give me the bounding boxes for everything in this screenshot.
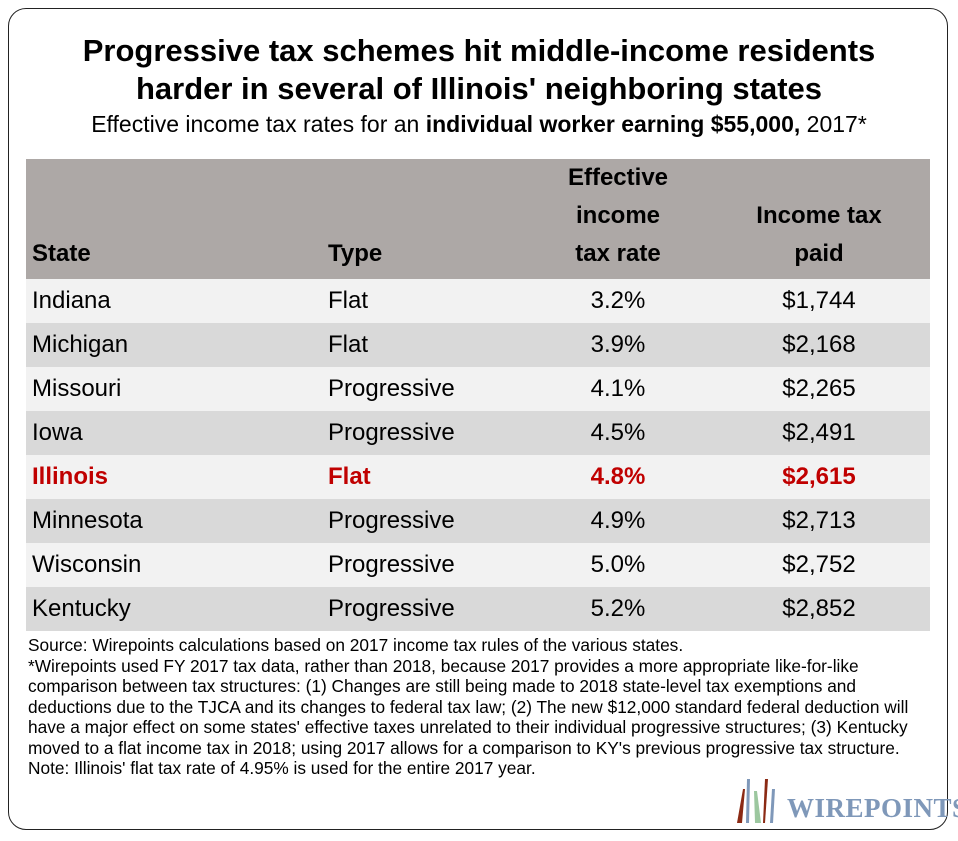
source-note: Source: Wirepoints calculations based on… <box>28 635 684 655</box>
illinois-note: Note: Illinois' flat tax rate of 4.95% i… <box>28 758 536 778</box>
header-paid-line: Income tax <box>756 202 882 229</box>
header-rate: Effective income tax rate <box>528 159 708 279</box>
header-rate-line: tax rate <box>575 240 661 267</box>
cell-paid: $2,168 <box>708 323 930 367</box>
cell-rate: 4.8% <box>528 455 708 499</box>
table-row-wisconsin: Wisconsin Progressive 5.0% $2,752 <box>26 543 930 587</box>
cell-rate: 4.1% <box>528 367 708 411</box>
cell-state: Indiana <box>26 279 328 323</box>
table-row-michigan: Michigan Flat 3.9% $2,168 <box>26 323 930 367</box>
cell-paid: $2,491 <box>708 411 930 455</box>
logo-mark-icon <box>737 779 775 823</box>
notes: Source: Wirepoints calculations based on… <box>28 635 928 779</box>
cell-state: Iowa <box>26 411 328 455</box>
cell-type: Progressive <box>328 411 528 455</box>
cell-type: Progressive <box>328 499 528 543</box>
cell-paid: $2,265 <box>708 367 930 411</box>
table-row-minnesota: Minnesota Progressive 4.9% $2,713 <box>26 499 930 543</box>
cell-type: Progressive <box>328 587 528 631</box>
table-row-missouri: Missouri Progressive 4.1% $2,265 <box>26 367 930 411</box>
header-rate-line: Effective <box>567 164 669 191</box>
subtitle-year: 2017* <box>800 111 867 137</box>
cell-rate: 3.2% <box>528 279 708 323</box>
header-rate-line: income <box>575 202 661 229</box>
header-paid-line: paid <box>794 240 844 267</box>
cell-state: Minnesota <box>26 499 328 543</box>
cell-paid: $2,852 <box>708 587 930 631</box>
cell-paid: $1,744 <box>708 279 930 323</box>
cell-type: Progressive <box>328 543 528 587</box>
table-row-iowa: Iowa Progressive 4.5% $2,491 <box>26 411 930 455</box>
cell-state: Michigan <box>26 323 328 367</box>
cell-type: Flat <box>328 323 528 367</box>
cell-type: Progressive <box>328 367 528 411</box>
cell-paid: $2,615 <box>708 455 930 499</box>
subtitle: Effective income tax rates for an indivi… <box>0 111 958 138</box>
title-line-1: Progressive tax schemes hit middle-incom… <box>82 33 876 68</box>
cell-state: Kentucky <box>26 587 328 631</box>
subtitle-bold: individual worker earning $55,000, <box>425 111 801 137</box>
title: Progressive tax schemes hit middle-incom… <box>0 32 958 108</box>
cell-type: Flat <box>328 455 528 499</box>
cell-rate: 4.5% <box>528 411 708 455</box>
cell-state: Illinois <box>26 455 328 499</box>
infographic-frame <box>8 8 948 830</box>
title-line-2: harder in several of Illinois' neighbori… <box>135 71 823 106</box>
footnote: *Wirepoints used FY 2017 tax data, rathe… <box>28 655 909 758</box>
table-header: State Type Effective income tax rate Incom… <box>26 159 930 279</box>
wirepoints-logo: WIREPOINTS <box>735 779 958 823</box>
logo-text: WIREPOINTS <box>787 793 958 823</box>
cell-rate: 5.2% <box>528 587 708 631</box>
cell-rate: 5.0% <box>528 543 708 587</box>
cell-paid: $2,752 <box>708 543 930 587</box>
header-paid: Income tax paid <box>708 159 930 279</box>
cell-state: Missouri <box>26 367 328 411</box>
cell-rate: 3.9% <box>528 323 708 367</box>
cell-rate: 4.9% <box>528 499 708 543</box>
subtitle-text: Effective income tax rates for an <box>91 111 426 137</box>
table-row-kentucky: Kentucky Progressive 5.2% $2,852 <box>26 587 930 631</box>
header-state: State <box>26 159 328 279</box>
tax-table: State Type Effective income tax rate Incom… <box>26 159 930 631</box>
table-row-indiana: Indiana Flat 3.2% $1,744 <box>26 279 930 323</box>
table-row-illinois: Illinois Flat 4.8% $2,615 <box>26 455 930 499</box>
cell-paid: $2,713 <box>708 499 930 543</box>
header-type: Type <box>328 159 528 279</box>
cell-type: Flat <box>328 279 528 323</box>
cell-state: Wisconsin <box>26 543 328 587</box>
